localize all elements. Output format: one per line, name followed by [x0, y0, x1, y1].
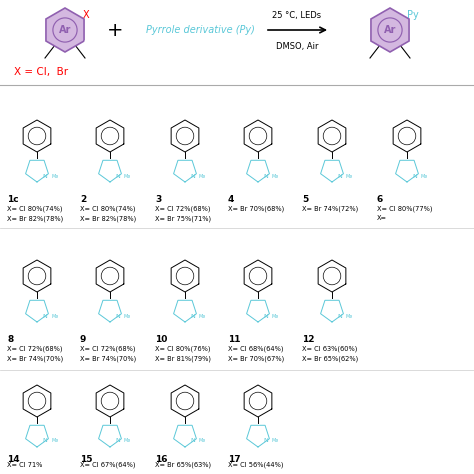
Text: Me: Me	[199, 313, 206, 319]
Text: X= Br 74%(72%): X= Br 74%(72%)	[302, 205, 358, 211]
Text: X= Br 70%(67%): X= Br 70%(67%)	[228, 355, 284, 362]
Text: X= Br 74%(70%): X= Br 74%(70%)	[7, 355, 63, 362]
Text: 8: 8	[7, 335, 13, 344]
Text: N: N	[43, 438, 47, 444]
Text: N: N	[43, 313, 47, 319]
Text: X= Br 75%(71%): X= Br 75%(71%)	[155, 215, 211, 221]
Text: X= Br 70%(68%): X= Br 70%(68%)	[228, 205, 284, 211]
Text: Me: Me	[51, 173, 58, 179]
Text: X: X	[83, 10, 90, 20]
Text: X= Br 81%(79%): X= Br 81%(79%)	[155, 355, 211, 362]
Text: 25 °C, LEDs: 25 °C, LEDs	[273, 11, 321, 20]
Text: Me: Me	[124, 173, 131, 179]
Text: Pyrrole derivative (Py): Pyrrole derivative (Py)	[146, 25, 255, 35]
Text: N: N	[116, 173, 120, 179]
Text: 9: 9	[80, 335, 86, 344]
Text: X= Cl 80%(76%): X= Cl 80%(76%)	[155, 345, 210, 352]
Text: N: N	[413, 173, 418, 179]
Text: 5: 5	[302, 195, 308, 204]
Text: Me: Me	[346, 173, 353, 179]
Text: 17: 17	[228, 455, 241, 464]
Text: Py: Py	[407, 10, 419, 20]
Text: Me: Me	[51, 313, 58, 319]
Text: Me: Me	[272, 313, 279, 319]
Text: 6: 6	[377, 195, 383, 204]
Text: Me: Me	[124, 313, 131, 319]
Text: N: N	[116, 313, 120, 319]
Text: Me: Me	[272, 173, 279, 179]
Polygon shape	[371, 8, 409, 52]
Text: X=: X=	[377, 215, 387, 221]
Text: 10: 10	[155, 335, 167, 344]
Text: 11: 11	[228, 335, 240, 344]
Text: X= Br 82%(78%): X= Br 82%(78%)	[7, 215, 63, 221]
Text: N: N	[191, 173, 195, 179]
Text: N: N	[337, 173, 342, 179]
Text: X= Br 74%(70%): X= Br 74%(70%)	[80, 355, 136, 362]
Text: N: N	[191, 313, 195, 319]
Text: X= Br 82%(78%): X= Br 82%(78%)	[80, 215, 136, 221]
Text: +: +	[107, 20, 123, 39]
Text: 4: 4	[228, 195, 234, 204]
Text: Me: Me	[199, 438, 206, 444]
Text: 2: 2	[80, 195, 86, 204]
Text: X= Cl 80%(74%): X= Cl 80%(74%)	[7, 205, 63, 211]
Text: N: N	[264, 313, 268, 319]
Text: X= Cl 80%(77%): X= Cl 80%(77%)	[377, 205, 432, 211]
Text: X= Cl 67%(64%): X= Cl 67%(64%)	[80, 462, 136, 468]
Text: Ar: Ar	[384, 25, 396, 35]
Text: N: N	[191, 438, 195, 444]
Text: 15: 15	[80, 455, 92, 464]
Text: X= Cl 71%: X= Cl 71%	[7, 462, 42, 468]
Text: X= Br 65%(62%): X= Br 65%(62%)	[302, 355, 358, 362]
Text: X= Cl 68%(64%): X= Cl 68%(64%)	[228, 345, 283, 352]
Text: Me: Me	[124, 438, 131, 444]
Text: N: N	[264, 173, 268, 179]
Text: N: N	[116, 438, 120, 444]
Text: N: N	[264, 438, 268, 444]
Polygon shape	[46, 8, 84, 52]
Text: Me: Me	[346, 313, 353, 319]
Text: X= Cl 63%(60%): X= Cl 63%(60%)	[302, 345, 357, 352]
Text: X= Cl 56%(44%): X= Cl 56%(44%)	[228, 462, 283, 468]
Text: Me: Me	[421, 173, 428, 179]
Text: X= Cl 72%(68%): X= Cl 72%(68%)	[7, 345, 63, 352]
Text: 1c: 1c	[7, 195, 18, 204]
Text: X= Cl 72%(68%): X= Cl 72%(68%)	[155, 205, 210, 211]
Text: X= Cl 72%(68%): X= Cl 72%(68%)	[80, 345, 136, 352]
Text: Me: Me	[51, 438, 58, 444]
Text: X= Cl 80%(74%): X= Cl 80%(74%)	[80, 205, 136, 211]
Text: 12: 12	[302, 335, 315, 344]
Text: X = Cl,  Br: X = Cl, Br	[14, 67, 68, 77]
Text: 3: 3	[155, 195, 161, 204]
Text: N: N	[337, 313, 342, 319]
Text: Me: Me	[199, 173, 206, 179]
Text: 16: 16	[155, 455, 167, 464]
Text: 14: 14	[7, 455, 19, 464]
Text: Me: Me	[272, 438, 279, 444]
Text: Ar: Ar	[59, 25, 71, 35]
Text: X= Br 65%(63%): X= Br 65%(63%)	[155, 462, 211, 468]
Text: N: N	[43, 173, 47, 179]
Text: DMSO, Air: DMSO, Air	[276, 42, 318, 51]
